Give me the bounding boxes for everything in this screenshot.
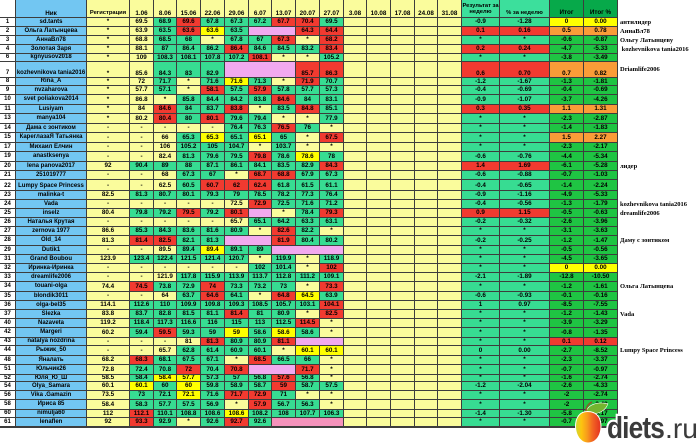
svg-text:.ru: .ru [665, 413, 698, 444]
svg-text:diets: diets [607, 410, 664, 445]
